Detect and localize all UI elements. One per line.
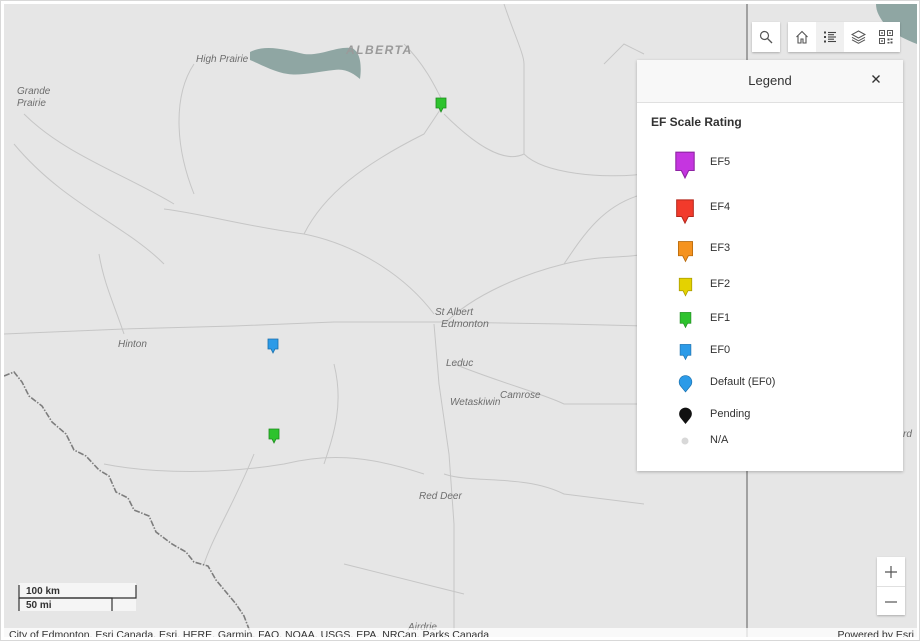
legend-label: EF5 (710, 156, 731, 168)
home-button[interactable] (788, 22, 816, 52)
ef0-symbol (673, 343, 697, 361)
road (443, 473, 645, 505)
road (453, 363, 644, 405)
place-label-st-albert: St Albert (435, 307, 473, 318)
zoom-control (877, 557, 905, 615)
qr-code-button[interactable] (872, 22, 900, 52)
place-label-grande-prairie: Grande Prairie (17, 86, 51, 109)
na-symbol (673, 437, 697, 445)
close-icon[interactable] (869, 72, 883, 86)
road (203, 453, 255, 565)
tornado-marker-ef0[interactable] (267, 338, 279, 354)
place-label-edmonton: Edmonton (441, 318, 489, 330)
place-label-high-prairie: High Prairie (196, 54, 249, 65)
layers-icon (850, 30, 866, 44)
road (443, 253, 645, 325)
bc-border (4, 371, 253, 637)
road (178, 63, 195, 195)
legend-label: Default (EF0) (710, 376, 776, 388)
lesser-slave-lake (250, 47, 361, 79)
search-toolbar (752, 22, 780, 52)
ef1-symbol (673, 311, 697, 329)
legend-title: Legend (748, 73, 792, 88)
scale-bar: 100 km 50 mi (18, 582, 140, 612)
attribution-bar: City of Edmonton, Esri Canada, Esri, HER… (4, 628, 917, 637)
road (343, 563, 465, 595)
legend-label: EF1 (710, 312, 731, 324)
tornado-marker-ef1[interactable] (435, 97, 447, 113)
legend-label: EF3 (710, 242, 731, 254)
minus-icon (885, 600, 897, 603)
place-label-leduc: Leduc (446, 358, 474, 369)
layers-button[interactable] (844, 22, 872, 52)
ef2-symbol (673, 277, 697, 297)
place-label-camrose: Camrose (500, 390, 541, 401)
ef4-symbol (673, 198, 697, 225)
legend-icon (824, 31, 836, 43)
road (98, 253, 125, 335)
scale-label-km: 100 km (26, 586, 60, 597)
legend-label: EF2 (710, 278, 731, 290)
scale-bar-lines (18, 583, 137, 611)
default-ef0-symbol (673, 375, 697, 393)
basemap (4, 4, 917, 637)
search-button[interactable] (752, 22, 780, 52)
legend-label: Pending (710, 408, 751, 420)
place-label-alberta: ALBERTA (346, 43, 413, 57)
road (523, 153, 645, 177)
ef3-symbol (673, 240, 697, 263)
road (163, 208, 435, 315)
home-icon (796, 30, 808, 44)
place-label-red-deer: Red Deer (419, 491, 462, 502)
map-view[interactable]: High Prairie Grande Prairie ALBERTA St A… (4, 4, 917, 637)
road (23, 113, 175, 205)
scale-label-mi: 50 mi (26, 600, 52, 611)
road (323, 363, 339, 465)
legend-header: Legend (637, 60, 903, 103)
road (563, 193, 645, 265)
road (13, 143, 165, 265)
qr-code-icon (879, 30, 893, 44)
legend-label: EF0 (710, 344, 731, 356)
widget-toolbar (788, 22, 900, 52)
attribution-sources[interactable]: City of Edmonton, Esri Canada, Esri, HER… (9, 629, 490, 637)
zoom-in-button[interactable] (877, 557, 905, 587)
place-label-wetaskiwin: Wetaskiwin (450, 397, 501, 408)
road (503, 4, 525, 65)
road (103, 456, 425, 475)
place-label-airdrie: Airdrie (408, 622, 437, 633)
tornado-marker-ef1[interactable] (268, 428, 280, 444)
zoom-out-button[interactable] (877, 587, 905, 616)
road (303, 103, 445, 235)
legend-label: EF4 (710, 201, 731, 213)
legend-layer-title: EF Scale Rating (651, 115, 742, 129)
place-label-hinton: Hinton (118, 339, 147, 350)
legend-panel: Legend EF Scale Rating EF5 EF4 EF3 (637, 60, 903, 471)
powered-by-esri[interactable]: Powered by Esri (837, 629, 914, 637)
search-icon (759, 30, 773, 44)
legend-button[interactable] (816, 22, 844, 52)
road-highway-16 (4, 321, 645, 335)
road (603, 43, 645, 65)
road (433, 323, 455, 637)
plus-icon (885, 565, 897, 578)
ef5-symbol (673, 150, 697, 180)
pending-symbol (673, 407, 697, 425)
road (443, 64, 525, 158)
legend-label: N/A (710, 434, 729, 446)
place-label-partial: rd (903, 429, 912, 440)
